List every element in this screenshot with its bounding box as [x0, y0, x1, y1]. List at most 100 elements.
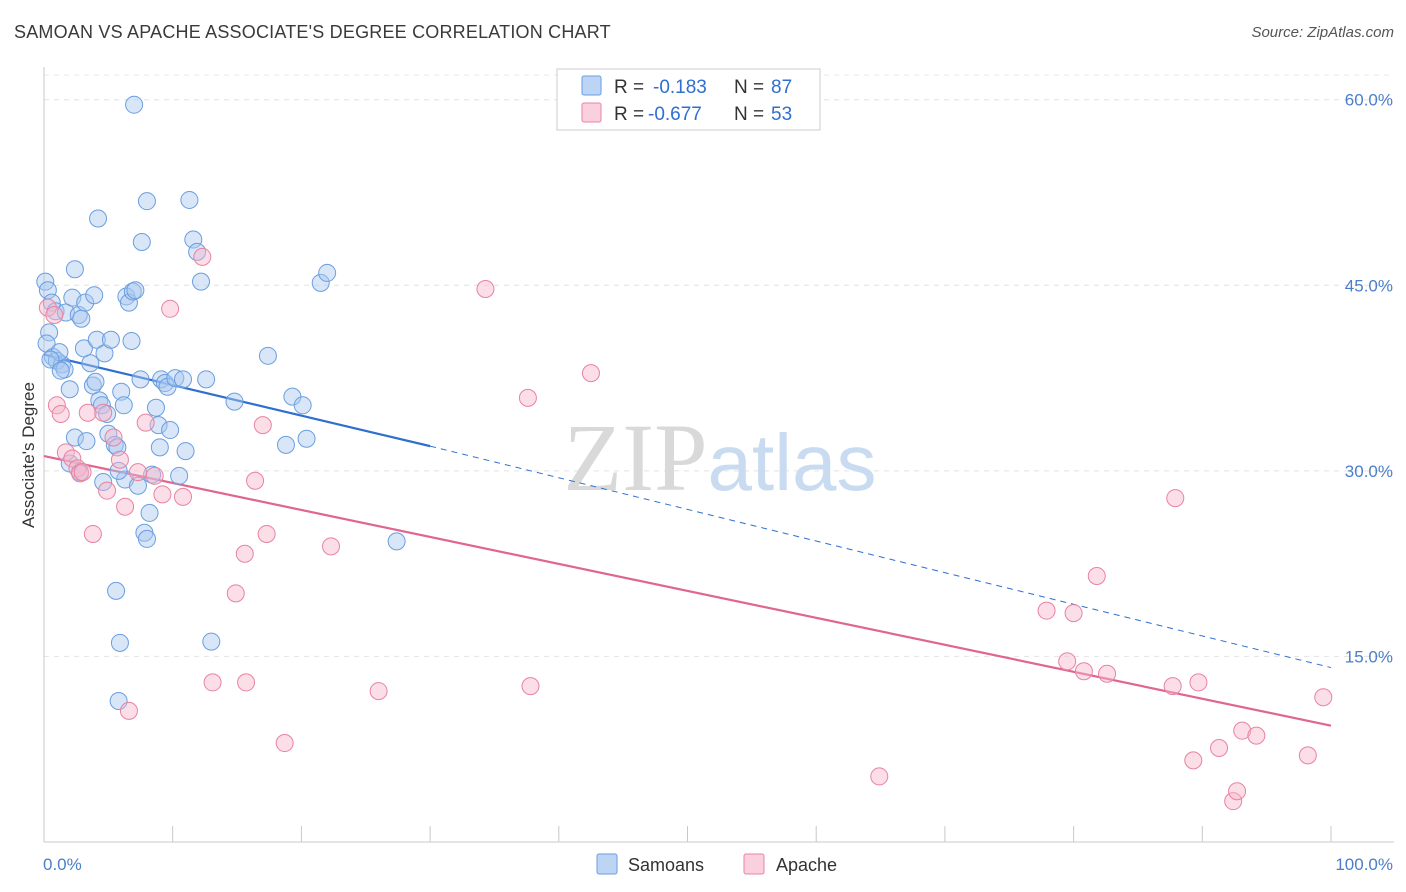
point-samoans-85	[41, 350, 60, 369]
x-tick-label-1: 100.0%	[1335, 855, 1393, 874]
point-apache-8	[73, 463, 92, 482]
point-apache-10	[83, 524, 102, 543]
point-samoans-58	[180, 190, 199, 209]
point-samoans-44	[128, 476, 147, 495]
legend-r-label-samoans: R =	[614, 77, 644, 98]
point-samoans-62	[197, 370, 216, 389]
point-apache-30	[257, 524, 276, 543]
point-apache-37	[581, 364, 600, 383]
point-samoans-72	[94, 473, 113, 492]
y-axis-label: Associate's Degree	[19, 382, 38, 528]
point-apache-19	[145, 466, 164, 485]
point-samoans-66	[125, 95, 144, 114]
point-apache-41	[1064, 604, 1083, 623]
point-apache-2	[47, 396, 66, 415]
point-samoans-54	[166, 369, 185, 388]
legend-r-label-apache: R =	[614, 104, 644, 125]
point-apache-25	[226, 584, 245, 603]
trend-line-dashed-samoans	[429, 445, 1332, 669]
point-samoans-71	[77, 432, 96, 451]
point-apache-3	[51, 404, 70, 423]
point-samoans-83	[318, 263, 337, 282]
point-samoans-28	[101, 330, 120, 349]
point-samoans-63	[202, 632, 221, 651]
point-samoans-41	[131, 370, 150, 389]
point-samoans-17	[76, 293, 95, 312]
point-samoans-67	[89, 209, 108, 228]
point-apache-26	[235, 544, 254, 563]
legend-box: R = -0.183 N = 87 R = -0.677 N = 53	[556, 68, 821, 131]
point-apache-11	[94, 403, 113, 422]
point-samoans-65	[132, 233, 151, 252]
point-samoans-74	[110, 633, 129, 652]
trend-line-samoans	[43, 353, 431, 448]
point-samoans-64	[137, 192, 156, 211]
bottom-legend: Samoans Apache	[596, 853, 837, 875]
point-apache-55	[1314, 688, 1333, 707]
point-apache-42	[1074, 662, 1093, 681]
point-apache-32	[322, 537, 341, 556]
point-samoans-53	[161, 421, 180, 440]
point-apache-28	[246, 471, 265, 490]
point-apache-36	[521, 677, 540, 696]
data-points	[36, 95, 1333, 811]
point-samoans-55	[170, 466, 189, 485]
trend-line-apache	[43, 454, 1332, 727]
tick-labels: 15.0% 30.0% 45.0% 60.0% 0.0% 100.0%	[43, 91, 1393, 874]
y-tick-label-0: 15.0%	[1345, 647, 1393, 666]
point-apache-5	[63, 449, 82, 468]
axes	[43, 67, 1394, 843]
point-apache-50	[1224, 792, 1243, 811]
point-samoans-47	[146, 398, 165, 417]
point-samoans-77	[258, 346, 277, 365]
point-samoans-23	[86, 372, 105, 391]
point-samoans-61	[192, 272, 211, 291]
bottom-legend-swatch-samoans	[596, 853, 618, 875]
point-apache-34	[476, 280, 495, 299]
point-samoans-86	[51, 361, 70, 380]
point-samoans-25	[92, 396, 111, 415]
point-apache-16	[119, 701, 138, 720]
point-samoans-82	[311, 273, 330, 292]
point-apache-48	[1189, 673, 1208, 692]
point-samoans-76	[225, 392, 244, 411]
chart-title: SAMOAN VS APACHE ASSOCIATE'S DEGREE CORR…	[14, 22, 611, 42]
point-apache-46	[1163, 677, 1182, 696]
point-samoans-73	[107, 581, 126, 600]
point-samoans-78	[276, 435, 295, 454]
point-samoans-21	[87, 330, 106, 349]
point-samoans-60	[188, 242, 207, 261]
point-apache-1	[45, 305, 64, 324]
point-apache-39	[1037, 601, 1056, 620]
point-samoans-68	[65, 428, 84, 447]
point-samoans-10	[50, 343, 69, 362]
point-apache-22	[173, 487, 192, 506]
point-apache-14	[110, 450, 129, 469]
point-apache-9	[78, 403, 97, 422]
point-samoans-18	[74, 339, 93, 358]
point-apache-0	[38, 298, 57, 317]
bottom-legend-label-samoans: Samoans	[628, 855, 704, 875]
point-apache-43	[1087, 567, 1106, 586]
point-apache-13	[104, 428, 123, 447]
point-samoans-57	[176, 442, 195, 461]
point-samoans-84	[387, 532, 406, 551]
point-apache-40	[1058, 652, 1077, 671]
point-samoans-40	[122, 331, 141, 350]
trend-lines	[43, 353, 1332, 727]
point-apache-20	[153, 485, 172, 504]
point-apache-18	[136, 413, 155, 432]
point-apache-17	[128, 463, 147, 482]
point-samoans-11	[60, 380, 79, 399]
point-samoans-37	[126, 281, 145, 300]
point-samoans-33	[114, 396, 133, 415]
source-label: Source: ZipAtlas.com	[1251, 24, 1394, 41]
point-apache-31	[275, 734, 294, 753]
point-apache-27	[237, 673, 256, 692]
point-samoans-14	[65, 260, 84, 279]
point-samoans-81	[297, 429, 316, 448]
point-apache-45	[1166, 489, 1185, 508]
point-apache-33	[369, 682, 388, 701]
point-apache-53	[1247, 726, 1266, 745]
